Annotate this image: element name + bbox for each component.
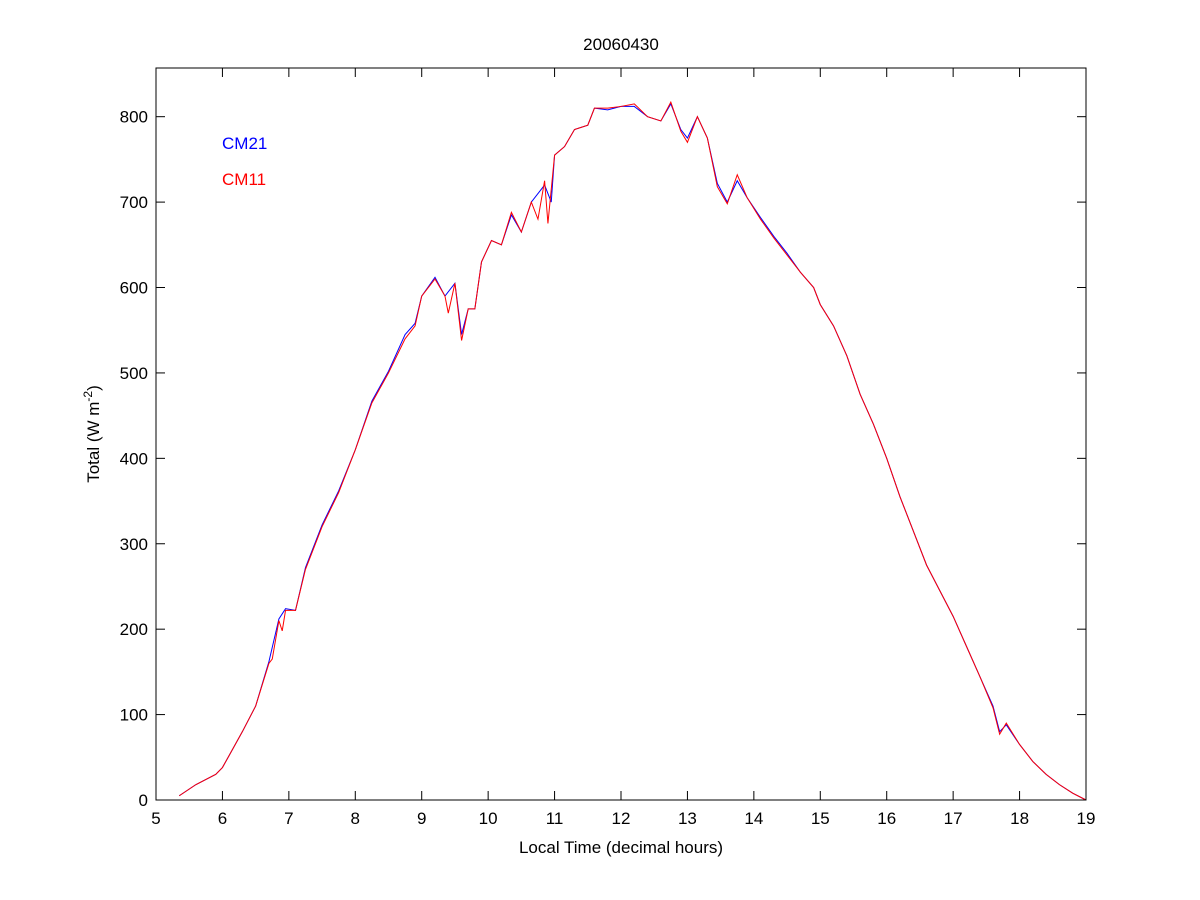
x-tick-label: 11 [546,809,564,828]
y-tick-label: 200 [120,620,148,639]
legend-cm11: CM11 [222,170,266,189]
y-tick-label: 500 [120,364,148,383]
x-axis-label: Local Time (decimal hours) [519,838,723,857]
series-line-cm21 [178,102,1087,801]
x-tick-label: 9 [417,809,426,828]
x-tick-label: 17 [944,809,963,828]
chart-title: 20060430 [583,35,659,54]
x-tick-label: 6 [218,809,227,828]
x-axis: 5 6 7 8 9 10 11 12 13 14 15 16 17 18 19 [151,68,1095,828]
x-tick-label: 16 [877,809,896,828]
x-tick-label: 18 [1010,809,1029,828]
series-lines [178,100,1087,801]
x-tick-label: 10 [479,809,498,828]
x-tick-label: 13 [678,809,697,828]
y-tick-label: 800 [120,108,148,127]
x-tick-label: 8 [351,809,360,828]
y-axis-label-superscript: -2 [81,391,95,402]
plot-area-frame [155,67,1087,801]
x-tick-label: 15 [811,809,830,828]
y-tick-label: 100 [120,706,148,725]
x-tick-label: 19 [1077,809,1096,828]
y-axis-label: Total (W m-2) [81,385,103,483]
x-tick-label: 12 [612,809,631,828]
y-tick-label: 400 [120,449,148,468]
series-line-cm11 [178,100,1087,801]
y-tick-label: 300 [120,535,148,554]
y-tick-label: 600 [120,279,148,298]
x-tick-label: 5 [151,809,160,828]
y-tick-label: 0 [139,791,148,810]
legend-cm21: CM21 [222,134,267,153]
y-tick-label: 700 [120,193,148,212]
x-tick-label: 14 [744,809,763,828]
x-tick-label: 7 [284,809,293,828]
y-axis: 0 100 200 300 400 500 600 700 800 [120,108,1086,810]
